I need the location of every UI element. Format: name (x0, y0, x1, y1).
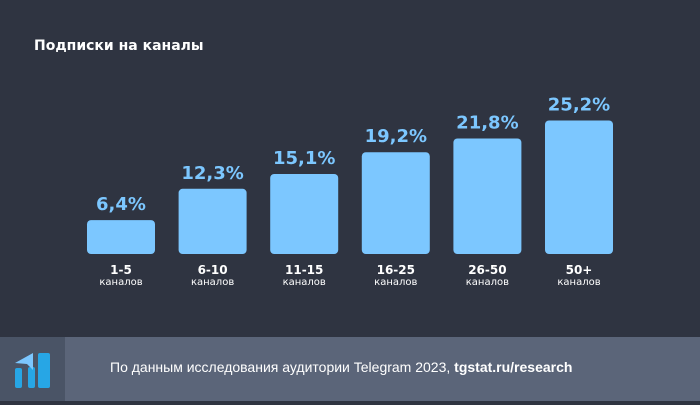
bar (545, 120, 613, 254)
footer: По данным исследования аудитории Telegra… (0, 337, 700, 401)
logo-box (0, 337, 65, 401)
category-sublabel: каналов (557, 277, 600, 288)
tgstat-logo-icon (15, 353, 50, 388)
category-label: 11-15 (285, 263, 323, 277)
category-label: 50+ (566, 263, 593, 277)
value-label: 21,8% (456, 112, 518, 133)
bar (178, 188, 247, 254)
bar-chart: 6,4%1-5каналов12,3%6-10каналов15,1%11-15… (87, 94, 613, 288)
category-sublabel: каналов (191, 277, 234, 288)
value-label: 15,1% (273, 148, 335, 169)
bar (453, 138, 522, 254)
category-label: 26-50 (468, 263, 506, 277)
bar (361, 152, 430, 254)
footer-text: По данным исследования аудитории Telegra… (110, 359, 455, 375)
bar (270, 173, 339, 254)
value-label: 12,3% (181, 163, 243, 184)
bar (87, 220, 155, 254)
footer-source: По данным исследования аудитории Telegra… (110, 359, 572, 375)
category-sublabel: каналов (466, 277, 509, 288)
value-label: 25,2% (548, 94, 610, 115)
category-label: 6-10 (198, 263, 228, 277)
category-label: 1-5 (110, 263, 132, 277)
category-sublabel: каналов (374, 277, 417, 288)
footer-link[interactable]: tgstat.ru/research (454, 359, 573, 375)
category-label: 16-25 (377, 263, 415, 277)
value-label: 19,2% (365, 126, 427, 147)
chart-title: Подписки на каналы (34, 38, 204, 54)
value-label: 6,4% (96, 194, 146, 215)
category-sublabel: каналов (99, 277, 142, 288)
category-sublabel: каналов (283, 277, 326, 288)
